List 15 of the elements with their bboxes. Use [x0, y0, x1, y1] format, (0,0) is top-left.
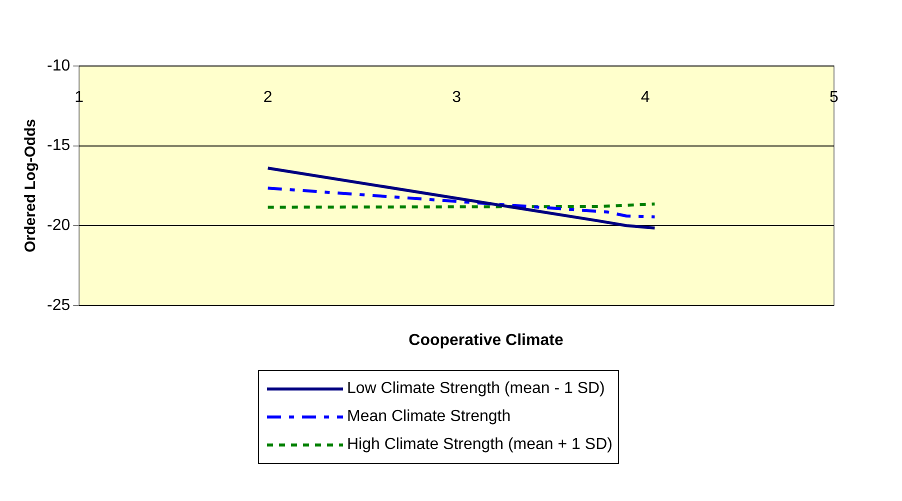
legend-label: Low Climate Strength (mean - 1 SD) [347, 380, 605, 398]
y-tick-label: -10 [47, 57, 70, 74]
line-series [266, 186, 656, 218]
y-tick-label: -25 [47, 296, 70, 314]
y-tick-label: -15 [47, 137, 70, 154]
x-tick-label: 1 [74, 89, 84, 106]
legend-label: Mean Climate Strength [347, 408, 511, 426]
x-axis-title: Cooperative Climate [408, 332, 564, 350]
x-tick-label: 4 [640, 89, 650, 106]
y-axis-title: Ordered Log-Odds [22, 119, 40, 252]
x-tick-label: 3 [452, 89, 462, 106]
y-tick-label: -20 [47, 217, 70, 234]
x-tick-label: 5 [830, 89, 839, 106]
legend-label: High Climate Strength (mean + 1 SD) [347, 436, 612, 454]
x-tick-label: 2 [263, 89, 272, 106]
